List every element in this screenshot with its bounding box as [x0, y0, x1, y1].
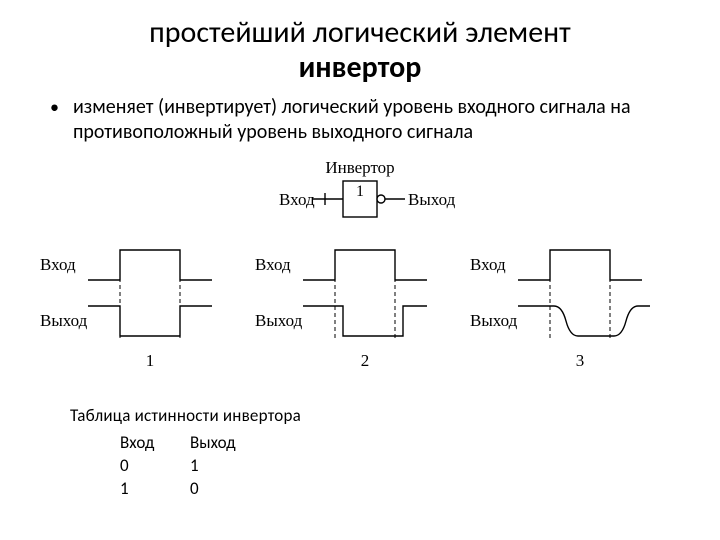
- timing-in-label-1: Вход: [40, 255, 76, 274]
- truth-header-out: Выход: [190, 432, 260, 455]
- diagrams-svg: Инвертор Вход 1 Выход Вход: [40, 159, 680, 399]
- timing-out-label-2: Выход: [255, 311, 303, 330]
- timing-panel-1: Вход Выход 1: [40, 250, 212, 370]
- truth-table-caption: Таблица истинности инвертора: [70, 405, 680, 426]
- truth-cell-in: 1: [120, 478, 190, 501]
- timing-out-label-3: Выход: [470, 311, 518, 330]
- truth-table-row: 0 1: [120, 455, 680, 478]
- inverter-label-in: Вход: [279, 190, 315, 209]
- truth-header-in: Вход: [120, 432, 190, 455]
- timing-in-label-3: Вход: [470, 255, 506, 274]
- inverter-label-top: Инвертор: [325, 159, 394, 177]
- timing-panel-2: Вход Выход 2: [255, 250, 427, 370]
- timing-out-label-1: Выход: [40, 311, 88, 330]
- inverter-gate-text: 1: [356, 183, 364, 200]
- truth-table: Вход Выход 0 1 1 0: [120, 432, 680, 501]
- bullet-item: • изменяет (инвертирует) логический уров…: [50, 95, 670, 145]
- timing-num-1: 1: [146, 351, 155, 370]
- bullet-text: изменяет (инвертирует) логический уровен…: [73, 95, 670, 145]
- slide-title: простейший логический элемент инвертор: [40, 16, 680, 85]
- truth-table-row: 1 0: [120, 478, 680, 501]
- inverter-schematic: Инвертор Вход 1 Выход: [279, 159, 456, 217]
- timing-in-label-2: Вход: [255, 255, 291, 274]
- truth-table-header: Вход Выход: [120, 432, 680, 455]
- diagram-area: Инвертор Вход 1 Выход Вход: [40, 159, 680, 399]
- truth-cell-in: 0: [120, 455, 190, 478]
- bullet-dot: •: [50, 95, 59, 145]
- title-line2: инвертор: [299, 49, 422, 86]
- inverter-label-out: Выход: [408, 190, 456, 209]
- timing-panel-3: Вход Выход 3: [470, 250, 650, 370]
- truth-cell-out: 1: [190, 455, 260, 478]
- timing-num-2: 2: [361, 351, 370, 370]
- timing-num-3: 3: [576, 351, 585, 370]
- truth-cell-out: 0: [190, 478, 260, 501]
- slide: простейший логический элемент инвертор •…: [0, 0, 720, 540]
- title-line1: простейший логический элемент: [149, 14, 571, 51]
